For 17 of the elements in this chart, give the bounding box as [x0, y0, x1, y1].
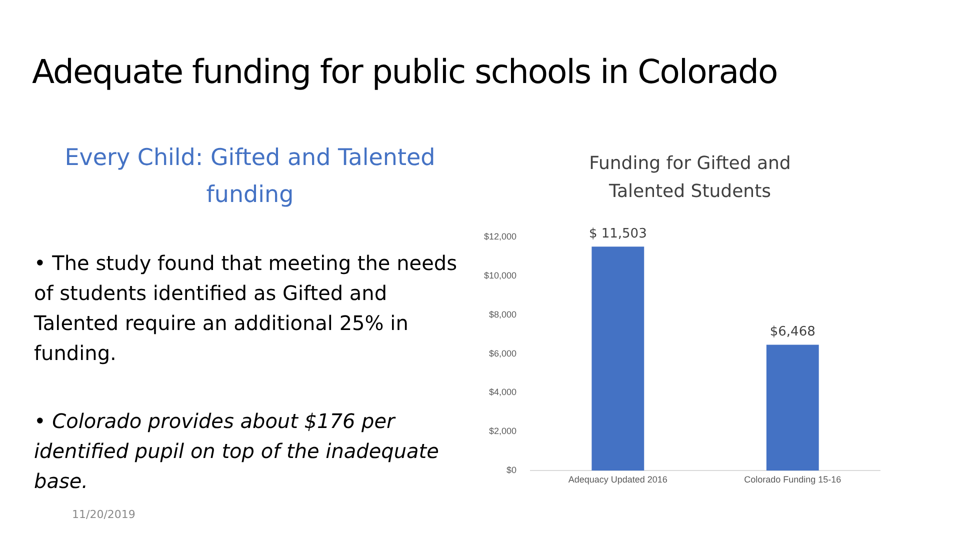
x-tick-label: Colorado Funding 15-16	[744, 474, 842, 484]
chart-subtitle: Funding for Gifted and Talented Students	[588, 152, 792, 204]
text: Every Child: Gifted and Talented funding	[64, 144, 436, 210]
data-label: $ 11,503	[588, 226, 647, 242]
y-tick-label: $6,000	[489, 348, 517, 358]
x-tick-label: Adequacy Updated 2016	[568, 474, 668, 484]
y-tick-label: $2,000	[489, 426, 517, 436]
y-tick-label: $10,000	[484, 270, 517, 280]
text: • The study found that meeting the needs of students identified as Gifted and Talented require an additional 25% in funding.	[34, 250, 458, 367]
y-tick-label: $8,000	[489, 309, 517, 320]
y-tick-label: $12,000	[484, 231, 517, 242]
y-tick-label: $4,000	[489, 387, 517, 398]
text: • Colorado provides about $176 per identified pupil on top of the inadequate base.	[34, 408, 440, 495]
y-tick-label: $0	[506, 465, 517, 476]
text: 11/20/2019	[72, 508, 136, 521]
data-label: $6,468	[770, 324, 816, 340]
chart-title: Adequate funding for public schools in Colorado	[32, 52, 778, 91]
